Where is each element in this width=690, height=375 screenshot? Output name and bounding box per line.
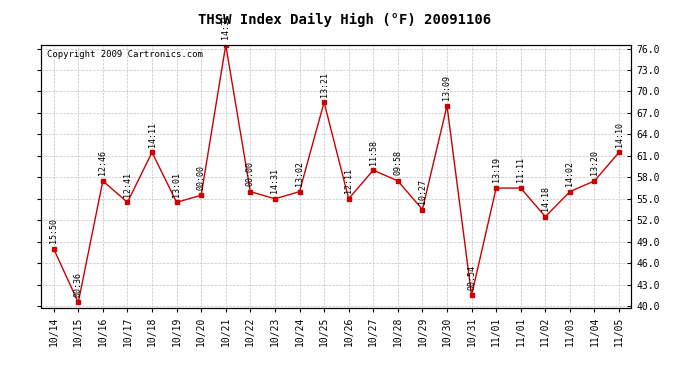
Text: 15:50: 15:50 [49, 218, 58, 243]
Text: 09:58: 09:58 [393, 150, 402, 176]
Text: 00:00: 00:00 [246, 161, 255, 186]
Text: 00:54: 00:54 [467, 265, 476, 290]
Text: 13:21: 13:21 [319, 72, 328, 97]
Text: 14:02: 14:02 [565, 161, 574, 186]
Text: 14:31: 14:31 [270, 168, 279, 193]
Text: 12:11: 12:11 [344, 168, 353, 193]
Text: 13:19: 13:19 [492, 158, 501, 183]
Text: 14:11: 14:11 [148, 122, 157, 147]
Text: THSW Index Daily High (°F) 20091106: THSW Index Daily High (°F) 20091106 [199, 13, 491, 27]
Text: 11:58: 11:58 [368, 140, 377, 165]
Text: 13:01: 13:01 [172, 172, 181, 197]
Text: 00:36: 00:36 [74, 272, 83, 297]
Text: 11:11: 11:11 [516, 158, 525, 183]
Text: 00:00: 00:00 [197, 165, 206, 190]
Text: 14:18: 14:18 [541, 186, 550, 211]
Text: Copyright 2009 Cartronics.com: Copyright 2009 Cartronics.com [48, 50, 203, 59]
Text: 12:41: 12:41 [123, 172, 132, 197]
Text: 13:09: 13:09 [442, 75, 451, 100]
Text: 14:31: 14:31 [221, 15, 230, 39]
Text: 14:10: 14:10 [615, 122, 624, 147]
Text: 13:02: 13:02 [295, 161, 304, 186]
Text: 12:46: 12:46 [99, 150, 108, 176]
Text: 13:20: 13:20 [590, 150, 599, 176]
Text: 10:27: 10:27 [418, 179, 427, 204]
